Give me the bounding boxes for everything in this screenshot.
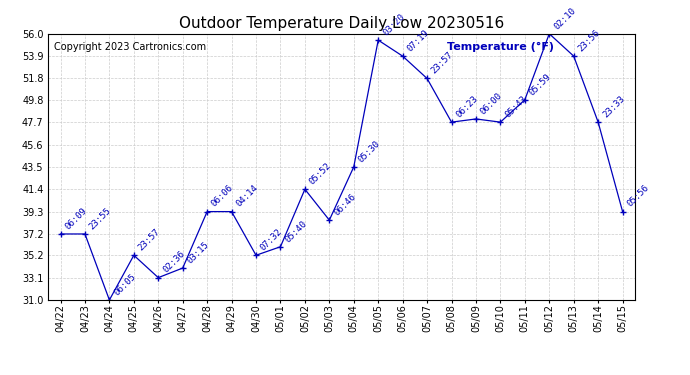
Text: 23:57: 23:57 (137, 227, 162, 252)
Text: 23:33: 23:33 (601, 94, 627, 119)
Text: 05:56: 05:56 (625, 183, 651, 209)
Text: Copyright 2023 Cartronics.com: Copyright 2023 Cartronics.com (55, 42, 206, 52)
Text: 02:10: 02:10 (552, 6, 578, 31)
Text: 05:59: 05:59 (528, 72, 553, 97)
Text: 04:14: 04:14 (235, 183, 259, 209)
Text: 02:36: 02:36 (161, 249, 186, 275)
Text: Temperature (°F): Temperature (°F) (447, 42, 554, 52)
Text: 06:06: 06:06 (210, 183, 235, 209)
Text: 05:30: 05:30 (357, 139, 382, 164)
Text: 23:56: 23:56 (576, 28, 602, 53)
Title: Outdoor Temperature Daily Low 20230516: Outdoor Temperature Daily Low 20230516 (179, 16, 504, 31)
Text: 06:23: 06:23 (454, 94, 480, 119)
Text: 07:19: 07:19 (406, 28, 431, 53)
Text: 23:57: 23:57 (430, 50, 455, 76)
Text: 05:40: 05:40 (283, 219, 308, 244)
Text: 06:05: 06:05 (112, 272, 137, 297)
Text: 23:55: 23:55 (88, 206, 113, 231)
Text: 06:00: 06:00 (479, 91, 504, 116)
Text: 06:46: 06:46 (332, 192, 357, 217)
Text: 05:43: 05:43 (503, 94, 529, 119)
Text: 07:32: 07:32 (259, 227, 284, 252)
Text: 05:52: 05:52 (308, 161, 333, 186)
Text: 03:15: 03:15 (186, 240, 211, 265)
Text: 03:20: 03:20 (381, 12, 406, 38)
Text: 06:09: 06:09 (63, 206, 88, 231)
